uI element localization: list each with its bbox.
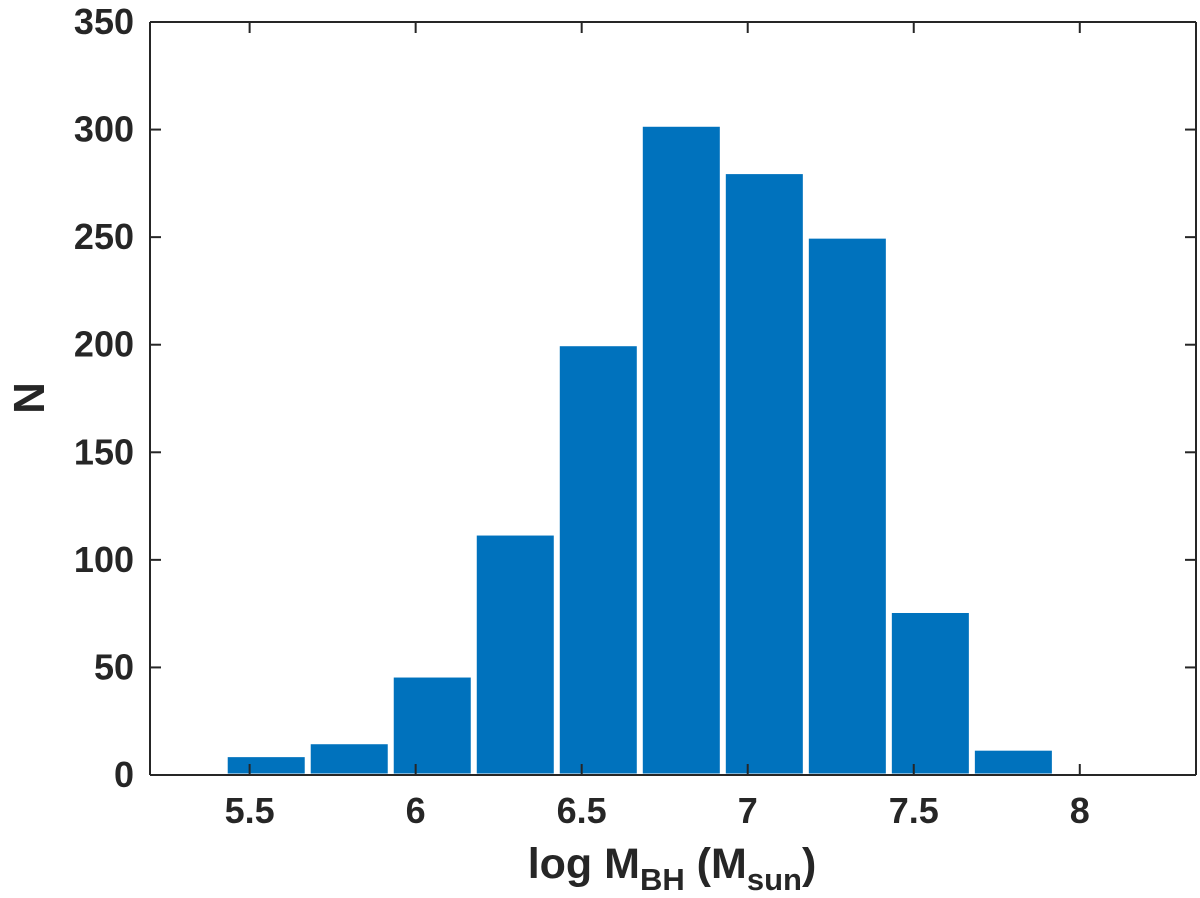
x-axis-label: log MBH (Msun) [528,840,817,897]
y-tick-label: 50 [94,646,134,687]
y-tick-label: 250 [74,216,134,257]
histogram-bar [888,609,972,777]
x-axis-ticks: 5.5 6 6.5 7 7.5 8 [225,22,1090,831]
histogram-bar [224,754,308,777]
axes-frame [149,21,1197,776]
x-axis-label-paren-open: (M [685,840,747,888]
x-tick-label: 6.5 [557,790,607,831]
x-tick-label: 5.5 [225,790,275,831]
y-tick-label: 0 [114,754,134,795]
histogram-bar [639,123,723,777]
histogram-bar [307,741,391,777]
y-axis-ticks: 0 50 100 150 200 250 300 350 [74,1,1196,795]
histogram-bar [805,235,889,777]
y-tick-label: 300 [74,109,134,150]
y-tick-label: 200 [74,324,134,365]
histogram-bar [473,532,557,777]
histogram-bar [971,747,1055,777]
histogram-bar [556,343,640,777]
x-tick-label: 6 [406,790,426,831]
x-axis-label-sub: BH [640,862,685,897]
x-tick-label: 7.5 [889,790,939,831]
x-axis-label-paren-sub: sun [747,862,802,897]
x-axis-label-main: log M [528,840,640,888]
x-axis-label-paren-close: ) [802,840,816,888]
histogram-bar [390,674,474,777]
y-tick-label: 350 [74,1,134,42]
y-tick-label: 150 [74,431,134,472]
x-tick-label: 7 [738,790,758,831]
y-tick-label: 100 [74,539,134,580]
x-tick-label: 8 [1070,790,1090,831]
bars-group [224,123,1055,777]
y-axis-label: N [5,382,54,414]
histogram-bar [722,171,806,777]
